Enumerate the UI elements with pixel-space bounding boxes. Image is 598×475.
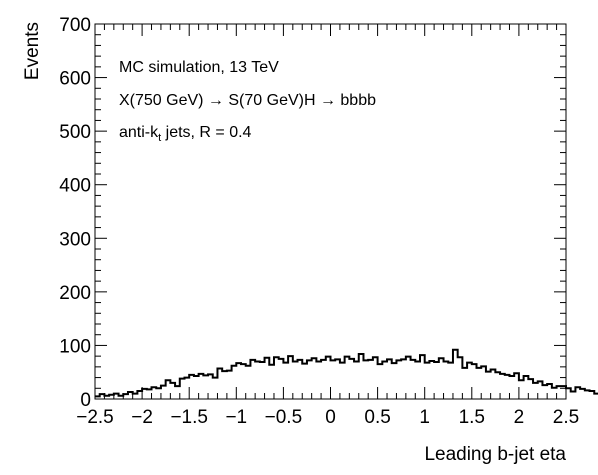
x-tick-labels: −2.5 −2 −1.5 −1 −0.5 0 0.5 1 1.5 2 2.5	[76, 407, 579, 428]
plot-frame	[95, 24, 566, 399]
y-axis-label: Events	[22, 22, 43, 80]
x-tick-label: 0.5	[364, 407, 390, 428]
y-tick-label: 300	[59, 229, 91, 250]
annotation-line-3: anti-kt jets, R = 0.4	[119, 124, 252, 144]
y-tick-label: 700	[59, 15, 91, 36]
x-tick-label: −0.5	[265, 407, 303, 428]
x-tick-label: 1	[419, 407, 430, 428]
x-tick-label: 2.5	[553, 407, 579, 428]
annotation-line-1: MC simulation, 13 TeV	[119, 59, 279, 76]
y-tick-label: 500	[59, 122, 91, 143]
x-tick-label: −1	[225, 407, 247, 428]
y-tick-label: 0	[80, 390, 91, 411]
x-tick-label: −2	[131, 407, 153, 428]
x-tick-label: 1.5	[459, 407, 485, 428]
y-tick-label: 200	[59, 283, 91, 304]
y-tick-label: 600	[59, 69, 91, 90]
x-tick-label: −1.5	[170, 407, 208, 428]
axis-ticks	[95, 24, 566, 399]
y-tick-labels: 0 100 200 300 400 500 600 700	[59, 15, 91, 411]
annotation-line-3-rest: jets, R = 0.4	[161, 124, 251, 141]
annotation-line-2: X(750 GeV) → S(70 GeV)H → bbbb	[119, 92, 376, 109]
x-tick-label: 0	[325, 407, 336, 428]
annotation-line-3-main: anti-k	[119, 124, 159, 141]
x-axis-label: Leading b-jet eta	[424, 444, 566, 465]
x-tick-label: 2	[514, 407, 525, 428]
y-tick-label: 400	[59, 176, 91, 197]
y-tick-label: 100	[59, 336, 91, 357]
histogram-series	[95, 350, 598, 398]
